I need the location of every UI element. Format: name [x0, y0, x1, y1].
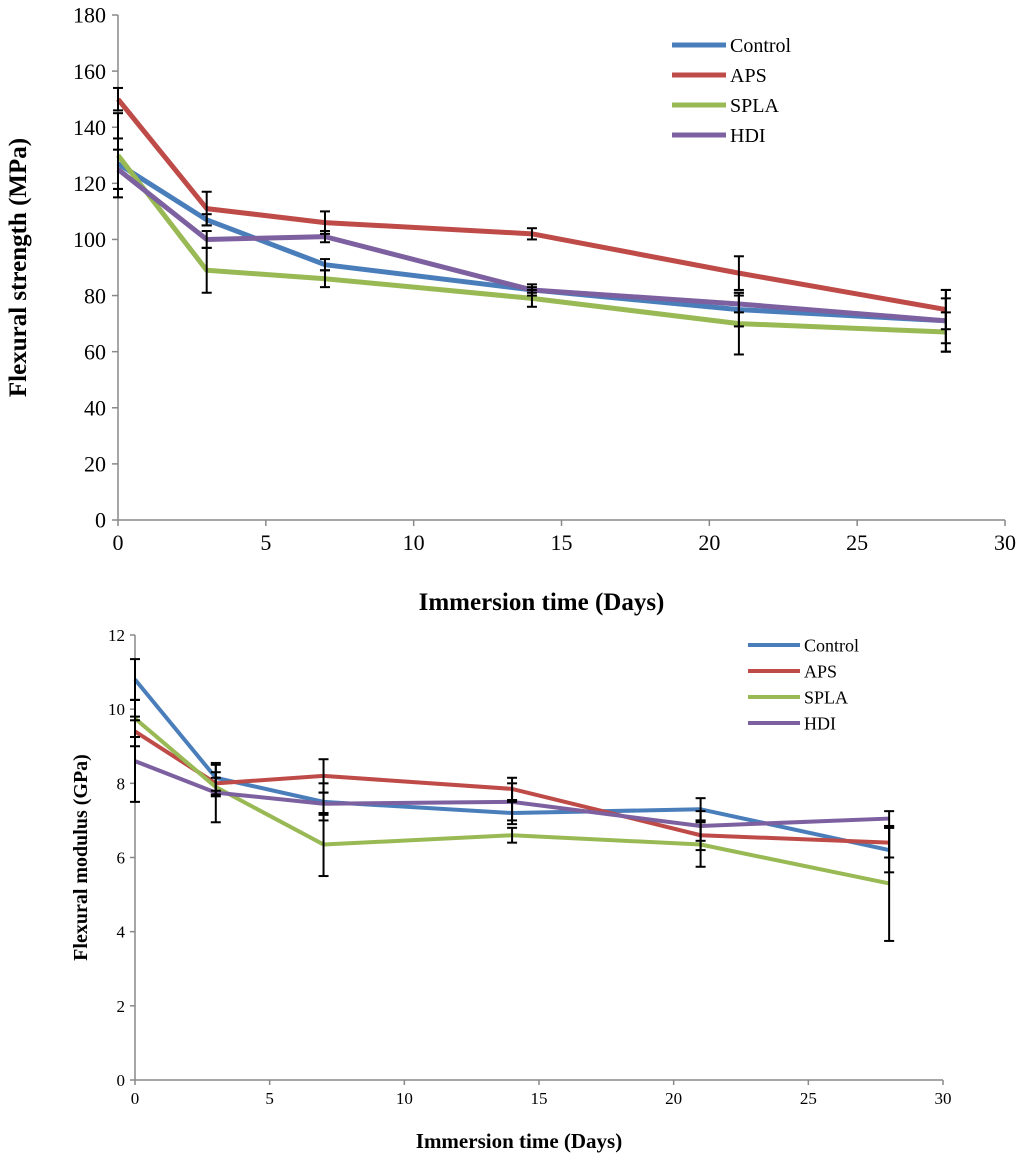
legend-label-hdi: HDI [804, 713, 836, 733]
series-line-spla [116, 153, 946, 335]
flexural-modulus-chart: 0 2 4 6 8 10 12 0 5 10 15 20 25 30 Immersion time (Day… [70, 626, 952, 1153]
y-tick-label: 2 [117, 997, 126, 1016]
legend-label-spla: SPLA [804, 687, 848, 707]
x-tick-label: 0 [113, 530, 124, 555]
error-bar-control [130, 658, 140, 701]
x-tick-label: 25 [846, 530, 868, 555]
y-tick-label: 100 [73, 227, 106, 252]
error-bar-aps [733, 255, 744, 291]
error-bar-hdi [210, 761, 221, 824]
legend-label-aps: APS [804, 661, 837, 681]
x-tick-label: 0 [131, 1089, 140, 1108]
y-tick-label: 140 [73, 115, 106, 140]
error-bar-hdi [201, 230, 212, 249]
y-tick-label: 0 [117, 1071, 126, 1090]
error-bar-hdi [526, 286, 537, 294]
series-line-control [133, 678, 890, 853]
series-line-control [116, 161, 947, 324]
y-tick-label: 180 [73, 3, 106, 28]
series-line-hdi [116, 167, 947, 324]
y-tick-label: 6 [117, 848, 126, 867]
error-bar-aps [201, 190, 212, 227]
x-tick-label: 30 [994, 530, 1016, 555]
y-tick-label: 160 [73, 59, 106, 84]
x-tick-label: 25 [800, 1089, 817, 1108]
legend: Control APS SPLA HDI [672, 35, 792, 147]
error-bar-aps [113, 86, 123, 112]
x-axis-label: Immersion time (Days) [419, 589, 665, 616]
y-tick-label: 10 [108, 700, 125, 719]
legend-label-hdi: HDI [730, 125, 766, 147]
x-tick-label: 15 [551, 530, 573, 555]
error-bar-aps [526, 227, 537, 241]
error-bar-hdi [507, 782, 518, 822]
legend-label-aps: APS [730, 65, 767, 87]
x-tick-label: 10 [403, 530, 425, 555]
error-bar-hdi [940, 288, 951, 353]
error-bar-hdi [733, 294, 744, 314]
y-tick-label: 80 [84, 283, 106, 308]
y-tick-label: 0 [95, 508, 106, 533]
x-tick-label: 20 [698, 530, 720, 555]
x-tick-label: 10 [396, 1089, 413, 1108]
x-tick-label: 30 [935, 1089, 952, 1108]
error-bar-hdi [318, 791, 329, 816]
legend-label-control: Control [730, 35, 792, 57]
x-tick-label: 20 [665, 1089, 682, 1108]
legend-label-spla: SPLA [730, 95, 779, 117]
y-axis-label: Flexural strength (MPa) [5, 138, 32, 397]
y-axis-label: Flexural modulus (GPa) [70, 754, 92, 961]
y-tick-label: 120 [73, 171, 106, 196]
x-tick-label: 15 [531, 1089, 548, 1108]
flexural-strength-chart: 0 20 40 60 80 100 120 140 160 180 0 5 10 15 20 25 30 Imme… [5, 3, 1016, 616]
x-tick-label: 5 [260, 530, 271, 555]
error-bar-hdi [319, 230, 330, 244]
y-tick-label: 12 [108, 626, 125, 645]
error-bar-hdi [130, 719, 140, 803]
error-bar-hdi [113, 148, 123, 190]
error-bar-spla [319, 269, 330, 289]
y-tick-label: 8 [117, 774, 126, 793]
y-tick-label: 40 [84, 395, 106, 420]
series-line-hdi [134, 759, 890, 828]
legend-label-control: Control [804, 635, 859, 655]
y-tick-label: 4 [117, 923, 126, 942]
y-tick-label: 60 [84, 339, 106, 364]
y-tick-label: 20 [84, 452, 106, 477]
error-bar-spla [507, 826, 518, 844]
legend: Control APS SPLA HDI [748, 635, 859, 733]
x-tick-label: 5 [265, 1089, 274, 1108]
error-bar-hdi [884, 810, 895, 827]
series-line-aps [116, 97, 947, 313]
series-line-spla [133, 716, 890, 886]
x-axis-label: Immersion time (Days) [416, 1129, 622, 1153]
error-bar-hdi [695, 810, 706, 842]
